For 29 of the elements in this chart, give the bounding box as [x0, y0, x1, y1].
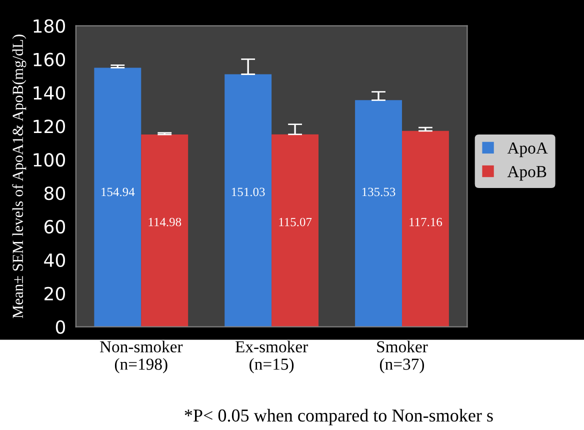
x-tick-label: Smoker (n=37) [377, 340, 428, 374]
x-tick-label: Ex-smoker (n=15) [235, 340, 308, 374]
data-label: 154.94 [102, 188, 135, 196]
y-tick-label: 40 [44, 253, 65, 268]
y-tick-label: 0 [56, 320, 65, 334]
y-tick-label: 100 [34, 153, 65, 167]
bar [355, 100, 402, 327]
bar [272, 134, 319, 327]
data-label: 115.07 [279, 218, 312, 226]
legend-label: ApoA [507, 142, 548, 158]
bar [402, 130, 449, 327]
bar [141, 134, 188, 327]
data-label: 117.16 [410, 218, 442, 226]
y-tick-label: 20 [44, 286, 65, 300]
data-label: 151.03 [232, 188, 265, 196]
y-tick-label: 180 [34, 19, 65, 33]
y-tick-label: 60 [44, 220, 65, 234]
data-label: 135.53 [362, 188, 396, 196]
y-axis-title: Mean± SEM levels of ApoA1& ApoB(mg/dL) [12, 34, 26, 318]
data-label: 114.98 [148, 218, 182, 226]
x-tick-label: Non-smoker (n=198) [100, 340, 183, 374]
bar [94, 68, 142, 327]
y-tick-label: 120 [34, 120, 65, 134]
bar [224, 74, 272, 327]
text: *P< 0.05 when compared to Non-smoker s [184, 408, 493, 426]
y-tick-label: 80 [44, 186, 65, 200]
y-tick-label: 140 [34, 86, 65, 100]
y-tick-label: 160 [34, 52, 65, 66]
legend-label: ApoB [507, 166, 546, 181]
